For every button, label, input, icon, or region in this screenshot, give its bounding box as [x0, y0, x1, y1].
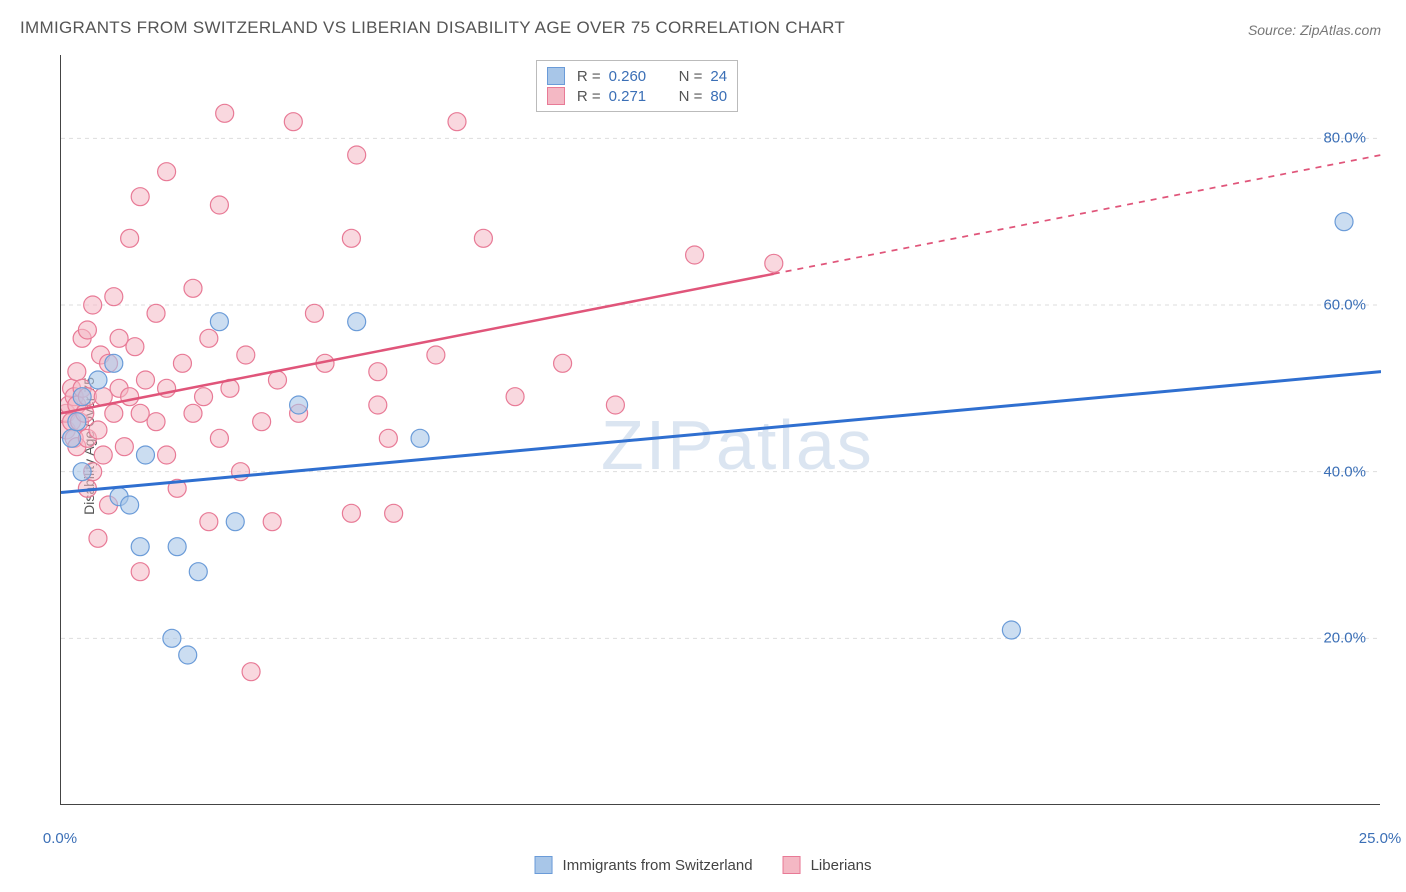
legend-item: Immigrants from Switzerland — [535, 856, 753, 874]
legend-label: Immigrants from Switzerland — [563, 857, 753, 874]
source-label: Source: ZipAtlas.com — [1248, 22, 1381, 38]
legend-label: Liberians — [811, 857, 872, 874]
legend-r-value: 0.260 — [609, 68, 659, 85]
legend-r-value: 0.271 — [609, 88, 659, 105]
legend-swatch — [547, 67, 565, 85]
legend-n-value: 80 — [710, 88, 727, 105]
y-tick-label: 60.0% — [1323, 297, 1366, 314]
legend-n-label: N = — [679, 68, 703, 85]
chart-title: IMMIGRANTS FROM SWITZERLAND VS LIBERIAN … — [20, 18, 845, 38]
legend-n-label: N = — [679, 88, 703, 105]
y-tick-label: 20.0% — [1323, 630, 1366, 647]
legend-series: Immigrants from Switzerland Liberians — [535, 856, 872, 874]
x-tick-label: 25.0% — [1359, 830, 1402, 847]
legend-correlation-box: R = 0.260 N = 24 R = 0.271 N = 80 — [536, 60, 738, 112]
legend-swatch — [535, 856, 553, 874]
legend-swatch — [547, 87, 565, 105]
legend-item: Liberians — [783, 856, 872, 874]
chart-plot-area: ZIPatlas R = 0.260 N = 24 R = 0.271 N = … — [60, 55, 1380, 805]
legend-swatch — [783, 856, 801, 874]
x-tick-label: 0.0% — [43, 830, 77, 847]
legend-r-label: R = — [577, 68, 601, 85]
y-tick-label: 40.0% — [1323, 463, 1366, 480]
y-tick-label: 80.0% — [1323, 130, 1366, 147]
scatter-svg — [61, 55, 1381, 805]
legend-r-label: R = — [577, 88, 601, 105]
legend-n-value: 24 — [710, 68, 727, 85]
